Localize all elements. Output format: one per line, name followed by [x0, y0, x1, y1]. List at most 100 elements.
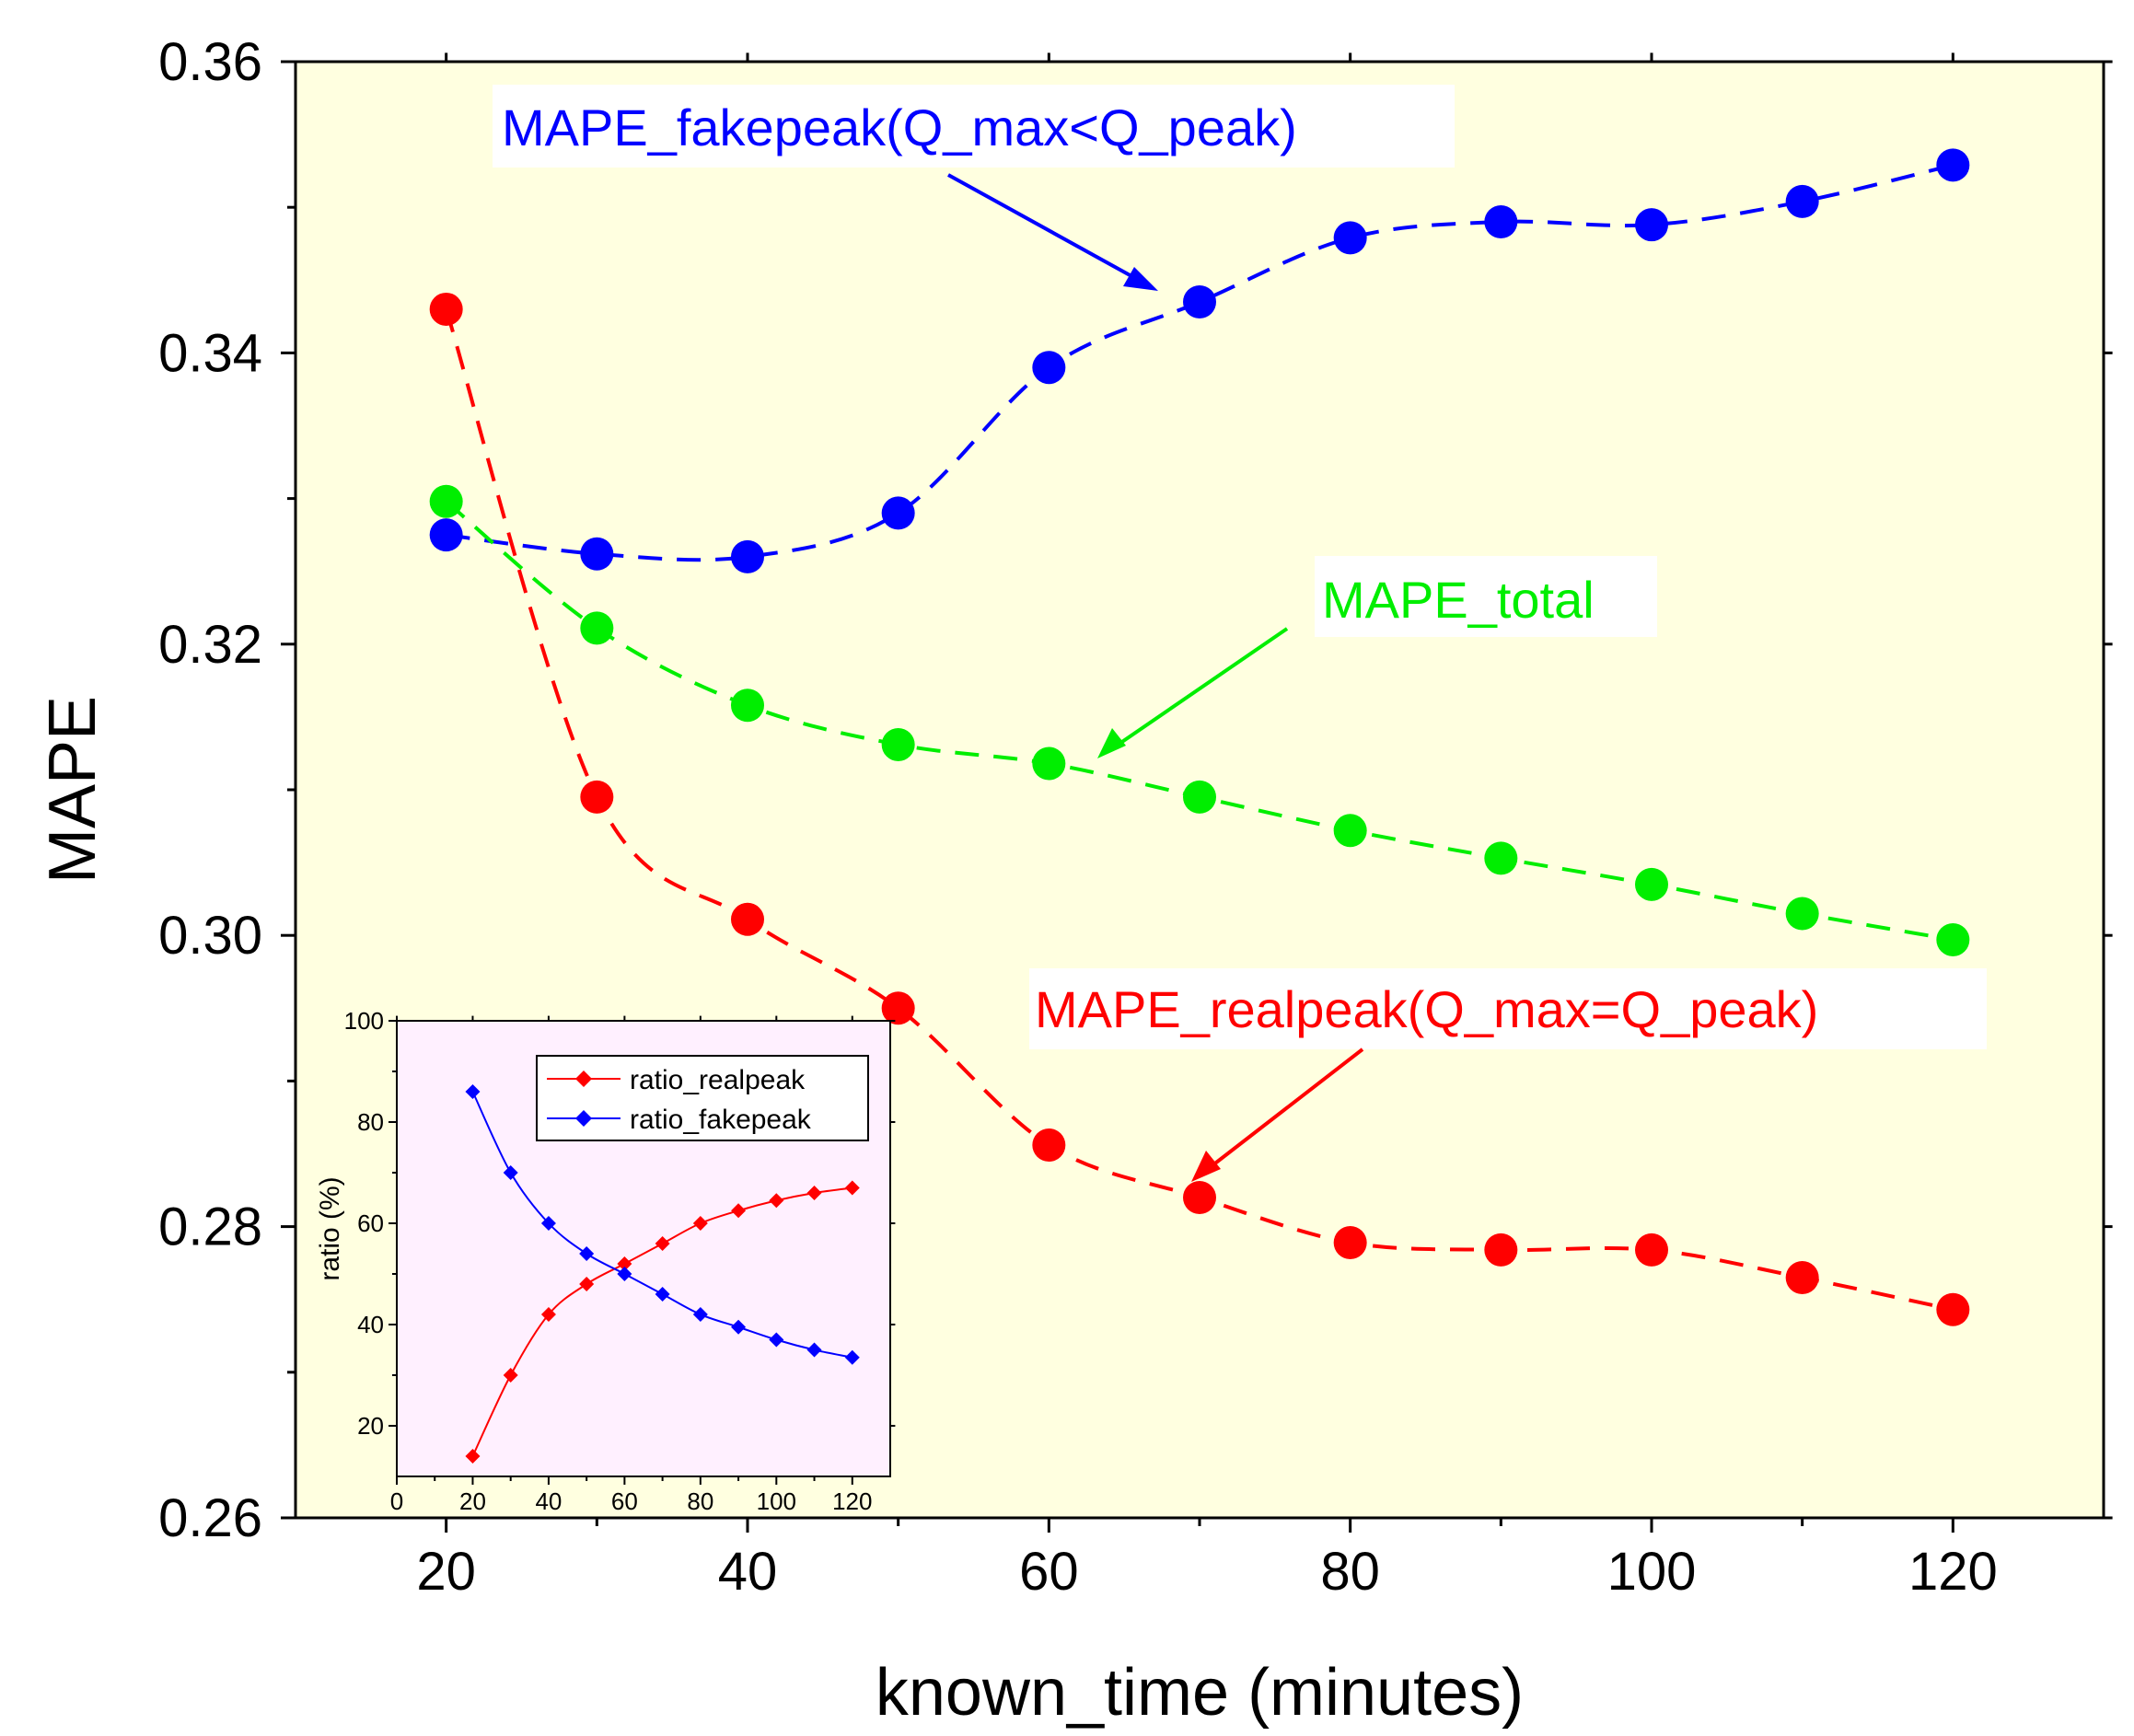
main-point-mape-fakepeak-80	[1333, 221, 1367, 255]
main-point-mape-fakepeak-40	[731, 539, 764, 573]
inset-ticks: 0 20 40 60 80 100 120 20 40 60 80 100	[344, 1007, 896, 1515]
inset-point-ratio-realpeak-50	[579, 1277, 595, 1291]
main-plot: 20 40 60 80 100 120 0.26 0.28 0.30 0.32 0.34 0.36 M…	[36, 32, 2113, 1730]
inset-y-axis-title: ratio (%)	[315, 1176, 345, 1280]
legend-marker-realpeak	[575, 1071, 592, 1087]
main-point-mape-total-100	[1635, 867, 1668, 901]
inset-point-ratio-realpeak-80	[692, 1216, 708, 1231]
annotation-fakepeak-label: MAPE_fakepeak(Q_max<Q_peak)	[502, 98, 1297, 156]
main-point-mape-realpeak-100	[1635, 1233, 1668, 1267]
inset-point-ratio-realpeak-20	[465, 1449, 481, 1464]
inset-x-tick-label-0: 0	[390, 1487, 403, 1515]
inset-point-ratio-realpeak-100	[769, 1193, 784, 1209]
main-point-mape-total-120	[1936, 922, 1970, 956]
main-point-mape-realpeak-30	[580, 780, 614, 814]
inset-point-ratio-fakepeak-60	[617, 1267, 632, 1281]
inset-x-tick-label-40: 40	[535, 1487, 562, 1515]
main-point-mape-fakepeak-60	[1032, 351, 1066, 385]
main-y-tick-label-0: 0.26	[158, 1488, 262, 1548]
main-x-axis-title: known_time (minutes)	[876, 1656, 1524, 1730]
main-point-mape-realpeak-90	[1484, 1233, 1518, 1267]
inset-x-tick-label-120: 120	[832, 1487, 872, 1515]
inset-point-ratio-fakepeak-40	[540, 1216, 556, 1231]
main-point-mape-realpeak-60	[1032, 1128, 1066, 1163]
main-point-mape-total-80	[1333, 814, 1367, 848]
main-point-mape-fakepeak-120	[1936, 148, 1970, 182]
annotation-total-box	[1315, 556, 1657, 637]
inset-y-tick-label-1: 40	[357, 1311, 384, 1338]
legend-label-realpeak: ratio_realpeak	[630, 1065, 806, 1095]
main-x-tick-label-80: 80	[1320, 1542, 1380, 1602]
annotation-total-arrow	[1097, 627, 1289, 758]
inset-point-ratio-fakepeak-90	[731, 1319, 747, 1335]
annotation-fakepeak-box	[493, 85, 1455, 168]
main-y-tick-label-2: 0.30	[158, 906, 262, 966]
main-point-mape-fakepeak-50	[881, 496, 915, 530]
main-y-tick-label-4: 0.34	[158, 323, 262, 383]
main-ticks: 20 40 60 80 100 120 0.26 0.28 0.30 0.32 0.34 0.36	[158, 32, 2113, 1602]
inset-point-ratio-fakepeak-80	[692, 1307, 708, 1322]
inset-point-ratio-realpeak-70	[655, 1236, 670, 1251]
inset-x-tick-label-100: 100	[757, 1487, 796, 1515]
main-point-mape-fakepeak-30	[580, 537, 614, 571]
inset-point-ratio-realpeak-40	[540, 1307, 556, 1322]
main-point-mape-realpeak-20	[429, 292, 463, 326]
inset-x-tick-label-20: 20	[459, 1487, 486, 1515]
inset-point-ratio-fakepeak-120	[844, 1349, 860, 1365]
main-y-tick-label-1: 0.28	[158, 1198, 262, 1257]
main-point-mape-fakepeak-70	[1183, 285, 1216, 319]
inset-point-ratio-fakepeak-100	[769, 1332, 784, 1348]
main-point-mape-realpeak-40	[731, 902, 764, 936]
main-point-mape-realpeak-120	[1936, 1292, 1970, 1326]
inset-legend-box	[536, 1055, 869, 1141]
legend-label-fakepeak: ratio_fakepeak	[630, 1105, 812, 1135]
main-point-mape-realpeak-80	[1333, 1226, 1367, 1260]
main-point-mape-total-30	[580, 611, 614, 645]
annotation-fakepeak-arrow	[947, 173, 1158, 291]
inset-y-tick-label-3: 80	[357, 1108, 384, 1136]
inset-point-ratio-realpeak-110	[806, 1186, 822, 1200]
main-point-mape-fakepeak-100	[1635, 208, 1668, 242]
annotation-realpeak-arrow	[1191, 1047, 1364, 1182]
main-x-tick-label-60: 60	[1019, 1542, 1079, 1602]
inset-point-ratio-fakepeak-50	[579, 1246, 595, 1261]
inset-point-ratio-fakepeak-30	[503, 1165, 518, 1180]
inset-point-ratio-realpeak-30	[503, 1368, 518, 1383]
annotation-realpeak-box	[1029, 968, 1987, 1049]
inset-point-ratio-fakepeak-20	[465, 1084, 481, 1099]
main-y-tick-label-5: 0.36	[158, 32, 262, 92]
main-y-tick-label-3: 0.32	[158, 615, 262, 675]
inset-y-tick-label-0: 20	[357, 1412, 384, 1440]
inset-y-tick-label-2: 60	[357, 1209, 384, 1237]
main-point-mape-total-90	[1484, 841, 1518, 875]
inset-x-tick-label-80: 80	[687, 1487, 713, 1515]
main-point-mape-realpeak-110	[1785, 1260, 1819, 1294]
main-series-points	[429, 148, 1970, 1326]
inset-point-ratio-realpeak-90	[731, 1203, 747, 1219]
inset-point-ratio-fakepeak-70	[655, 1287, 670, 1302]
main-point-mape-fakepeak-20	[429, 518, 463, 552]
main-point-mape-fakepeak-110	[1785, 184, 1819, 218]
main-point-mape-total-20	[429, 484, 463, 518]
inset-point-ratio-realpeak-120	[844, 1180, 860, 1196]
main-annotations: MAPE_fakepeak(Q_max<Q_peak) MAPE_total M…	[493, 85, 1987, 1182]
inset-plot: 0 20 40 60 80 100 120 20 40 60 80 100 ratio_realpea…	[315, 1007, 896, 1515]
main-y-axis-title: MAPE	[36, 696, 110, 884]
inset-legend: ratio_realpeak ratio_fakepeak	[536, 1055, 869, 1141]
inset-x-tick-label-60: 60	[611, 1487, 638, 1515]
annotation-realpeak-label: MAPE_realpeak(Q_max=Q_peak)	[1035, 980, 1818, 1038]
inset-point-ratio-realpeak-60	[617, 1256, 632, 1271]
main-point-mape-total-70	[1183, 780, 1216, 814]
main-point-mape-total-40	[731, 689, 764, 723]
main-point-mape-realpeak-70	[1183, 1180, 1216, 1214]
annotation-total-label: MAPE_total	[1322, 571, 1595, 629]
main-point-mape-fakepeak-90	[1484, 205, 1518, 239]
main-point-mape-realpeak-50	[881, 991, 915, 1025]
legend-marker-fakepeak	[575, 1110, 592, 1127]
inset-series-points	[465, 1084, 860, 1464]
main-x-tick-label-100: 100	[1607, 1542, 1697, 1602]
main-point-mape-total-60	[1032, 746, 1066, 781]
main-x-tick-label-120: 120	[1908, 1542, 1998, 1602]
main-x-tick-label-20: 20	[416, 1542, 476, 1602]
